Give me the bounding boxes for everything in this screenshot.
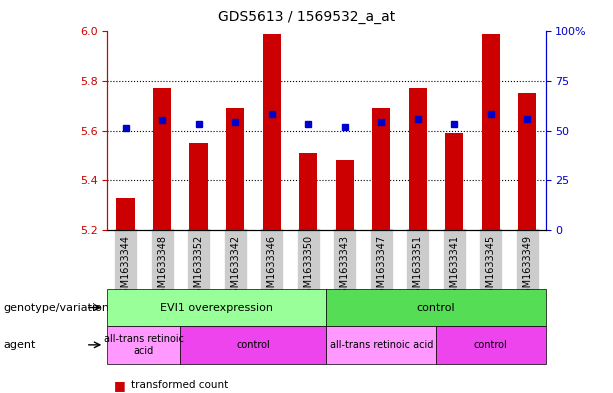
Bar bbox=[445, 133, 463, 230]
Bar bbox=[299, 153, 318, 230]
Bar bbox=[335, 160, 354, 230]
Text: control: control bbox=[237, 340, 270, 350]
Text: genotype/variation: genotype/variation bbox=[3, 303, 109, 312]
Text: EVI1 overexpression: EVI1 overexpression bbox=[161, 303, 273, 312]
Bar bbox=[409, 88, 427, 230]
Bar bbox=[518, 94, 536, 230]
Text: ■: ■ bbox=[113, 378, 125, 392]
Bar bbox=[116, 198, 135, 230]
Text: transformed count: transformed count bbox=[131, 380, 228, 390]
Bar bbox=[262, 34, 281, 230]
Text: control: control bbox=[474, 340, 508, 350]
Bar bbox=[372, 108, 390, 230]
Bar bbox=[226, 108, 244, 230]
Bar bbox=[153, 88, 171, 230]
Bar bbox=[482, 34, 500, 230]
Text: control: control bbox=[417, 303, 455, 312]
Text: all-trans retinoic acid: all-trans retinoic acid bbox=[330, 340, 433, 350]
Bar bbox=[189, 143, 208, 230]
Text: agent: agent bbox=[3, 340, 36, 350]
Text: GDS5613 / 1569532_a_at: GDS5613 / 1569532_a_at bbox=[218, 10, 395, 24]
Text: all-trans retinoic
acid: all-trans retinoic acid bbox=[104, 334, 184, 356]
